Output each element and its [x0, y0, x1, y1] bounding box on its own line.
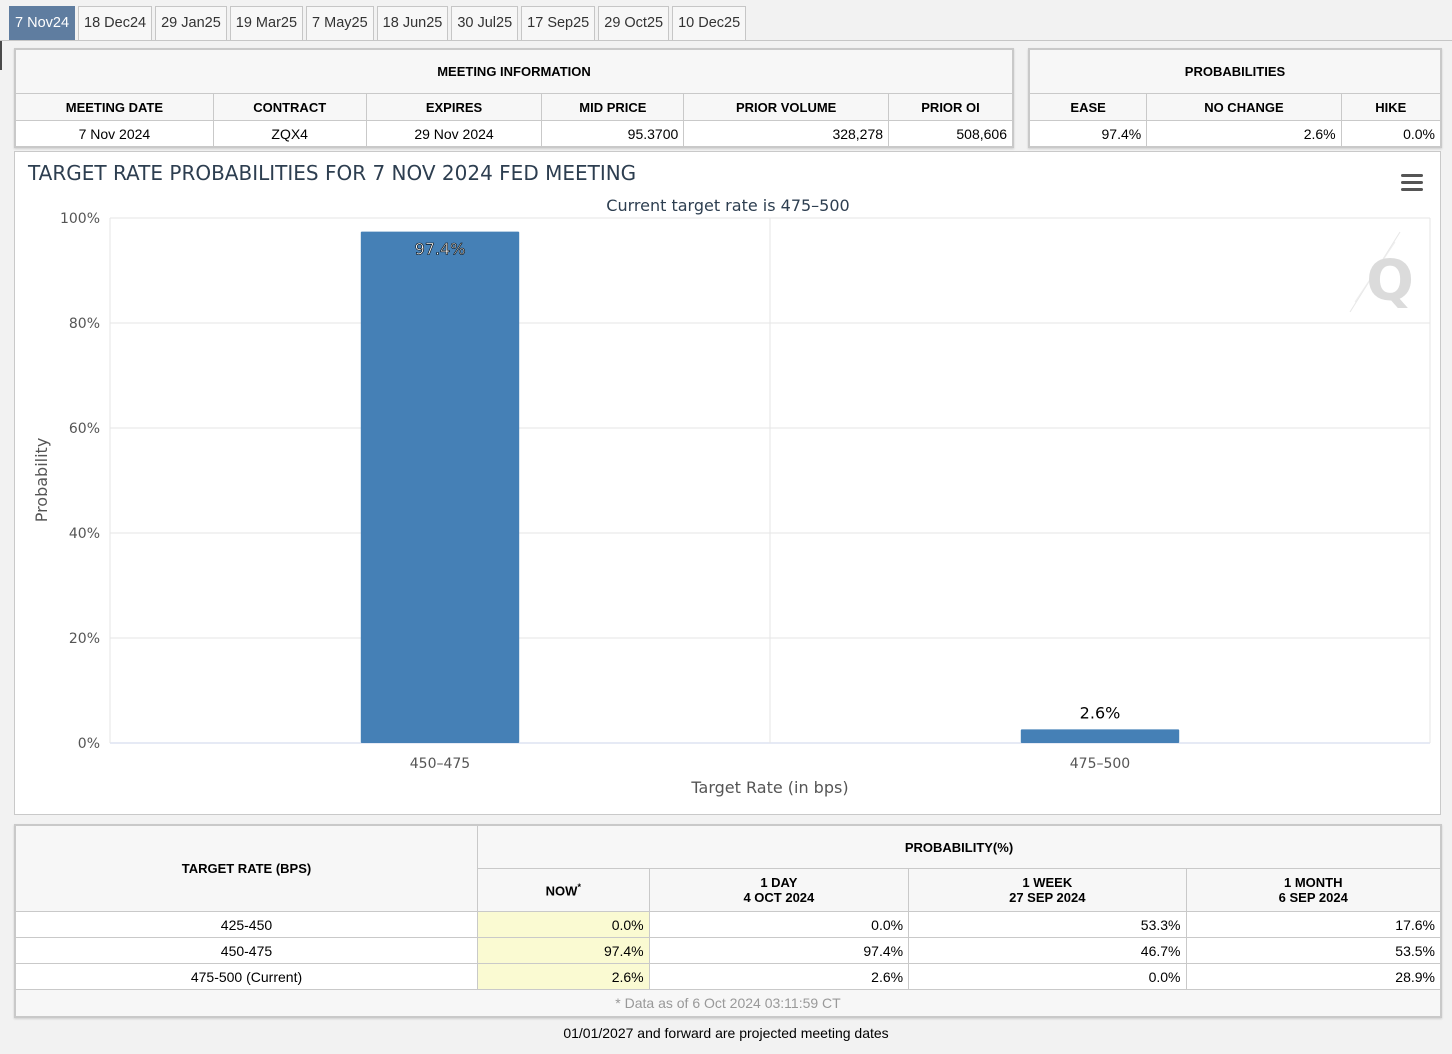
- bar-data-label: 2.6%: [1080, 703, 1121, 722]
- value-cell: 46.7%: [908, 937, 1187, 964]
- value-cell: 53.3%: [908, 911, 1187, 938]
- col-header-label: 1 WEEK: [1022, 875, 1073, 890]
- tab-divider: [0, 40, 1452, 41]
- x-axis: 450–475 475–500: [410, 756, 1130, 772]
- chart-bars: 97.4% 2.6%: [360, 231, 1180, 743]
- meeting-info-title: MEETING INFORMATION: [15, 49, 1013, 94]
- probability-chart: TARGET RATE PROBABILITIES FOR 7 NOV 2024…: [27, 161, 1431, 797]
- y-tick-label: 20%: [69, 631, 100, 647]
- table-row: 475-500 (Current) 2.6% 2.6% 0.0% 28.9%: [15, 963, 1441, 990]
- probabilities-table: PROBABILITIES EASE NO CHANGE HIKE 97.4% …: [1028, 48, 1442, 148]
- col-header-1-week: 1 WEEK 27 SEP 2024: [908, 868, 1187, 912]
- col-header: MID PRICE: [541, 93, 685, 121]
- bar-data-label: 97.4%: [415, 240, 466, 259]
- data-timestamp-note: * Data as of 6 Oct 2024 03:11:59 CT: [15, 989, 1441, 1017]
- y-tick-label: 80%: [69, 316, 100, 332]
- table-row: 425-450 0.0% 0.0% 53.3% 17.6%: [15, 911, 1441, 938]
- chart-gridlines: [109, 217, 1431, 744]
- tab-meeting[interactable]: 18 Dec24: [78, 6, 153, 40]
- tab-meeting[interactable]: 10 Dec25: [672, 6, 747, 40]
- hamburger-menu-icon[interactable]: [1401, 174, 1423, 191]
- col-header-label: 1 MONTH: [1284, 875, 1343, 890]
- prior-volume-value: 328,278: [683, 120, 890, 147]
- rate-cell: 425-450: [15, 911, 478, 938]
- value-cell: 97.4%: [648, 937, 910, 964]
- no-change-value: 2.6%: [1146, 120, 1342, 147]
- col-header: EASE: [1028, 93, 1148, 121]
- y-tick-label: 40%: [69, 526, 100, 542]
- window-edge: [0, 40, 2, 70]
- tab-meeting[interactable]: 18 Jun25: [376, 6, 449, 40]
- col-header: PRIOR VOLUME: [683, 93, 890, 121]
- col-header: PRIOR OI: [888, 93, 1013, 121]
- col-header-label: 1 DAY: [760, 875, 798, 890]
- value-cell: 2.6%: [648, 963, 910, 990]
- value-cell: 0.0%: [476, 911, 650, 938]
- value-cell: 0.0%: [648, 911, 910, 938]
- col-header-1-day: 1 DAY 4 OCT 2024: [648, 868, 910, 912]
- tab-meeting[interactable]: 7 May25: [306, 6, 374, 40]
- target-rate-probability-table: TARGET RATE (BPS) PROBABILITY(%) NOW* 1 …: [14, 824, 1442, 1018]
- rate-cell: 475-500 (Current): [15, 963, 478, 990]
- col-header: HIKE: [1340, 93, 1442, 121]
- mid-price-value: 95.3700: [541, 120, 685, 147]
- x-tick-label: 450–475: [410, 756, 470, 772]
- x-axis-label: Target Rate (in bps): [690, 778, 848, 797]
- probability-header: PROBABILITY(%): [476, 825, 1442, 869]
- value-cell: 28.9%: [1185, 963, 1441, 990]
- col-header: MEETING DATE: [15, 93, 214, 121]
- value-cell: 2.6%: [476, 963, 650, 990]
- chart-panel: TARGET RATE PROBABILITIES FOR 7 NOV 2024…: [14, 151, 1441, 815]
- value-cell: 0.0%: [908, 963, 1187, 990]
- ease-value: 97.4%: [1028, 120, 1148, 147]
- col-header-now: NOW*: [476, 868, 650, 912]
- y-tick-label: 100%: [60, 211, 100, 227]
- tab-meeting[interactable]: 30 Jul25: [451, 6, 519, 40]
- col-header-date: 27 SEP 2024: [1009, 890, 1086, 905]
- value-cell: 97.4%: [476, 937, 650, 964]
- svg-text:Q: Q: [1366, 249, 1414, 314]
- q-logo-icon: Q: [1349, 231, 1414, 314]
- value-cell: 53.5%: [1185, 937, 1441, 964]
- bar[interactable]: [1020, 729, 1180, 743]
- meeting-information-table: MEETING INFORMATION MEETING DATE CONTRAC…: [14, 48, 1014, 148]
- projected-dates-note: 01/01/2027 and forward are projected mee…: [563, 1025, 889, 1041]
- tab-meeting[interactable]: 19 Mar25: [229, 6, 304, 40]
- chart-subtitle: Current target rate is 475–500: [606, 196, 849, 215]
- col-header: NO CHANGE: [1146, 93, 1342, 121]
- col-header-date: 4 OCT 2024: [743, 890, 815, 905]
- value-cell: 17.6%: [1185, 911, 1441, 938]
- meeting-date-value: 7 Nov 2024: [15, 120, 214, 147]
- tab-meeting[interactable]: 29 Oct25: [598, 6, 670, 40]
- y-tick-label: 0%: [78, 736, 100, 752]
- x-tick-label: 475–500: [1070, 756, 1130, 772]
- bar[interactable]: [360, 231, 520, 743]
- expires-value: 29 Nov 2024: [365, 120, 543, 147]
- probabilities-title: PROBABILITIES: [1029, 49, 1441, 94]
- table-row: 450-475 97.4% 97.4% 46.7% 53.5%: [15, 937, 1441, 964]
- hike-value: 0.0%: [1340, 120, 1442, 147]
- target-rate-header: TARGET RATE (BPS): [15, 825, 478, 912]
- footnote-marker: *: [577, 881, 581, 892]
- chart-title: TARGET RATE PROBABILITIES FOR 7 NOV 2024…: [27, 161, 636, 185]
- col-header-label: NOW: [545, 883, 578, 899]
- col-header: CONTRACT: [212, 93, 367, 121]
- meeting-date-tabs: 7 Nov24 18 Dec24 29 Jan25 19 Mar25 7 May…: [9, 6, 747, 40]
- col-header: EXPIRES: [365, 93, 543, 121]
- tab-meeting[interactable]: 7 Nov24: [9, 6, 76, 40]
- rate-cell: 450-475: [15, 937, 478, 964]
- y-axis-label: Probability: [32, 438, 51, 523]
- prior-oi-value: 508,606: [888, 120, 1013, 147]
- tab-meeting[interactable]: 29 Jan25: [155, 6, 227, 40]
- y-tick-label: 60%: [69, 421, 100, 437]
- contract-value: ZQX4: [212, 120, 367, 147]
- y-axis: 0% 20% 40% 60% 80% 100%: [60, 211, 100, 752]
- col-header-date: 6 SEP 2024: [1278, 890, 1348, 905]
- tab-meeting[interactable]: 17 Sep25: [521, 6, 596, 40]
- col-header-1-month: 1 MONTH 6 SEP 2024: [1185, 868, 1441, 912]
